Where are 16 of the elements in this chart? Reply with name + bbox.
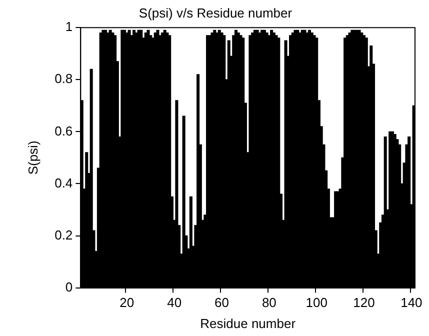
y-tick-label: 0.4: [54, 175, 73, 190]
x-axis-title: Residue number: [200, 316, 296, 331]
x-tick-label: 120: [353, 295, 375, 310]
y-tick-label: 0.8: [54, 71, 73, 86]
chart-title: S(psi) v/s Residue number: [138, 5, 293, 20]
y-tick-label: 0.6: [54, 123, 73, 138]
x-tick-label: 60: [214, 295, 229, 310]
y-tick-label: 0.2: [54, 227, 73, 242]
y-tick-label: 0: [65, 279, 73, 294]
x-tick-label: 20: [120, 295, 134, 310]
y-axis-title: S(psi): [25, 140, 40, 175]
y-tick-label: 1: [65, 19, 73, 34]
x-tick-label: 80: [262, 295, 276, 310]
x-tick-label: 100: [306, 295, 328, 310]
x-tick-label: 140: [400, 295, 422, 310]
x-tick-label: 40: [167, 295, 182, 310]
